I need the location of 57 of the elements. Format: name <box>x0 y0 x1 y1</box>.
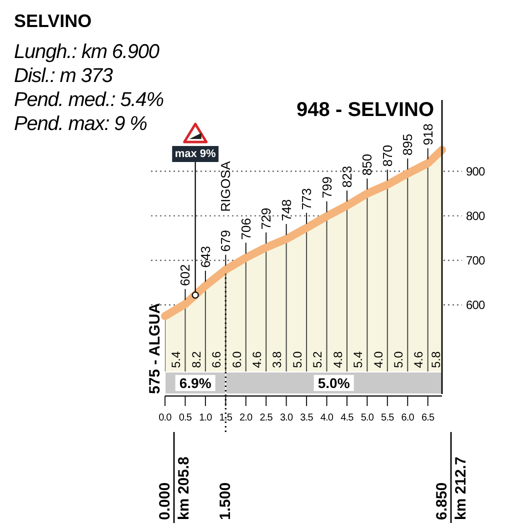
annotation: 4.0 <box>371 350 386 368</box>
y-tick-label: 900 <box>466 164 486 178</box>
data-label: 748 <box>278 199 294 221</box>
x2-tick-label: 1.500 <box>217 482 234 520</box>
x-tick-label: 6.5 <box>421 412 436 424</box>
data-label: 850 <box>360 154 375 176</box>
y-tick-label: 700 <box>466 253 486 268</box>
data-label: 823 <box>339 166 354 188</box>
data-label: 870 <box>380 144 395 167</box>
data-label: 602 <box>178 264 193 286</box>
text: km 212.7 <box>452 456 470 520</box>
annotation: 4.8 <box>330 350 345 368</box>
data-label: 948 - SELVINO <box>296 98 434 121</box>
x-tick-label: 5.0 <box>360 412 374 424</box>
data-label: 773 <box>299 188 314 210</box>
x-tick-label: 2.0 <box>240 412 254 424</box>
data-label: 679 <box>218 230 234 252</box>
chart-title: SELVINO <box>14 11 92 31</box>
x-tick-label: 0.0 <box>158 412 172 424</box>
ref-line-label: RIGOSA <box>218 160 234 212</box>
annotation: 5.4 <box>169 350 184 368</box>
annotation: 6.0 <box>230 350 244 368</box>
x-tick-label: 2.5 <box>260 412 274 424</box>
annotation: 4.6 <box>412 350 426 368</box>
annotation: 8.2 <box>189 350 204 368</box>
annotation: 3.8 <box>270 350 284 368</box>
data-label: 918 <box>420 124 436 146</box>
annotation: 5.4 <box>351 350 366 368</box>
annotation: 5.8 <box>428 350 443 368</box>
data-label: 729 <box>258 208 274 230</box>
x-tick-label: 5.5 <box>381 412 395 424</box>
x2-tick-label: 0.000 <box>156 482 174 520</box>
x-tick-label: 4.0 <box>320 412 334 424</box>
x-tick-label: 3.0 <box>280 412 294 424</box>
x-tick-label: 3.5 <box>300 412 314 424</box>
x-tick-label: 4.5 <box>340 412 354 424</box>
data-label: 706 <box>238 218 254 240</box>
annotation: 5.0 <box>392 350 406 368</box>
x-tick-label: 1.0 <box>199 412 213 424</box>
band-label: 6.9% <box>179 375 212 391</box>
data-label: 895 <box>400 134 416 156</box>
data-label: 799 <box>319 176 334 198</box>
data-label: 643 <box>198 246 213 268</box>
chart-subtitle: Lungh.: km 6.900 Disl.: m 373 Pend. med.: 5.4% Pend. max: 9 % <box>14 41 164 135</box>
x2-tick-label: 6.850 <box>434 482 450 520</box>
y-tick-label: 800 <box>466 208 486 223</box>
x-tick-label: 0.5 <box>178 412 192 424</box>
annotation: 5.2 <box>310 350 325 368</box>
x-tick-label: 6.0 <box>401 412 415 424</box>
band-label: 5.0% <box>318 375 350 391</box>
annotation: 6.6 <box>210 350 224 368</box>
y-tick-label: 600 <box>466 298 486 312</box>
text: km 205.8 <box>176 456 192 520</box>
annotation: 5.0 <box>290 350 304 368</box>
annotation: 4.6 <box>250 350 264 368</box>
data-label: 575 - ALGUA <box>146 302 164 394</box>
x-tick-label: 1.5 <box>219 412 233 424</box>
